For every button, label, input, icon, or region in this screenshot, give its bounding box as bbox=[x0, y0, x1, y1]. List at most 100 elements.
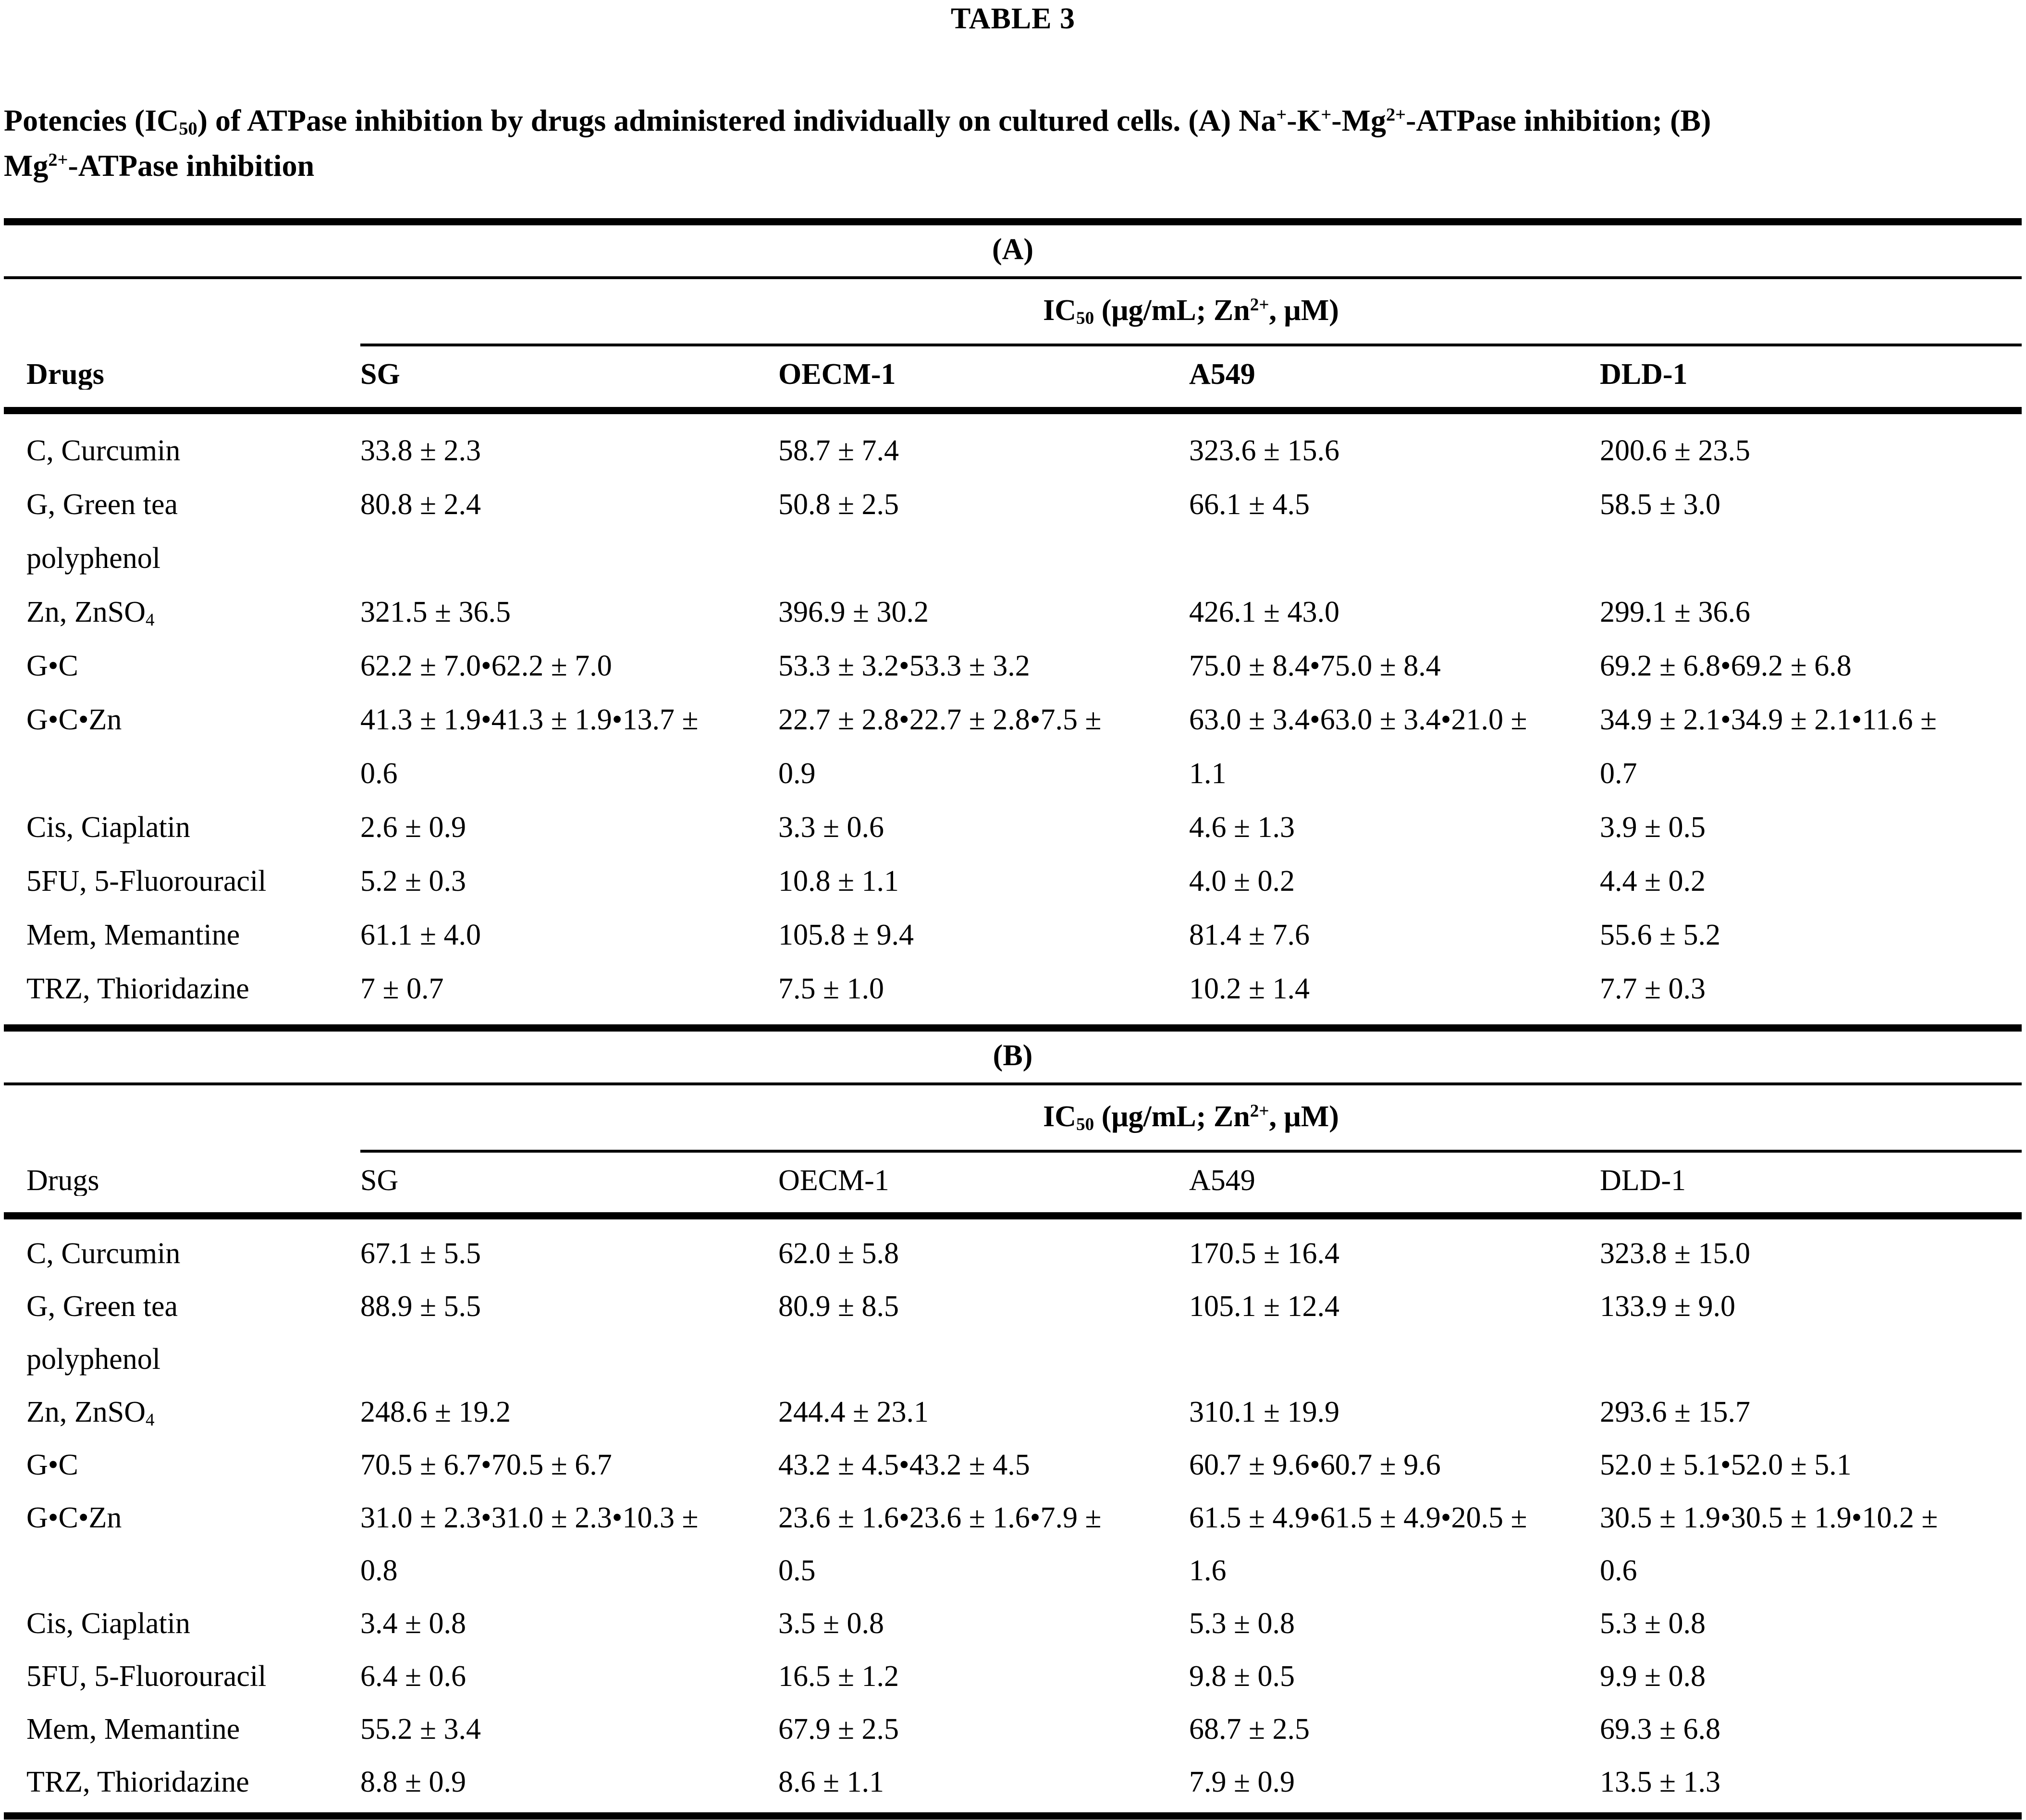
value-cell: 8.8 ± 0.9 bbox=[360, 1766, 467, 1798]
section-b-header-rule bbox=[4, 1082, 2022, 1085]
data-table: (A) IC50 (μg/mL; Zn2+, μM) Drugs SG OECM-1… bbox=[4, 218, 2022, 1820]
value-cell: 58.5 ± 3.0 bbox=[1600, 488, 1721, 521]
value-cell: 33.8 ± 2.3 bbox=[360, 434, 481, 467]
drug-name-cell: 5FU, 5-Fluorouracil bbox=[26, 1660, 267, 1693]
value-cell: 4.4 ± 0.2 bbox=[1600, 865, 1706, 898]
section-b: (B) IC50 (μg/mL; Zn2+, μM) Drugs SG OECM-1… bbox=[4, 1032, 2022, 1812]
value-cell: 62.0 ± 5.8 bbox=[778, 1237, 899, 1270]
section-b-column-header-row: Drugs SG OECM-1 A549 DLD-1 bbox=[4, 1153, 2022, 1212]
value-cell: 55.2 ± 3.4 bbox=[360, 1713, 481, 1746]
value-cell: 3.9 ± 0.5 bbox=[1600, 811, 1706, 844]
section-b-body-top-rule bbox=[4, 1212, 2022, 1219]
column-header: A549 bbox=[1189, 359, 1255, 390]
table-top-rule bbox=[4, 218, 2022, 225]
value-cell: 5.3 ± 0.8 bbox=[1600, 1607, 1706, 1640]
value-cell: 52.0 ± 5.1•52.0 ± 5.1 bbox=[1600, 1449, 1852, 1481]
section-b-group-underline-rule bbox=[360, 1150, 2022, 1153]
value-cell: 8.6 ± 1.1 bbox=[778, 1766, 884, 1798]
value-cell: 3.4 ± 0.8 bbox=[360, 1607, 467, 1640]
value-cell: 70.5 ± 6.7•70.5 ± 6.7 bbox=[360, 1449, 612, 1481]
value-cell: 53.3 ± 3.2•53.3 ± 3.2 bbox=[778, 650, 1030, 682]
drug-name-cell: G•C•Zn bbox=[26, 703, 122, 736]
value-cell: 63.0 ± 3.4•63.0 ± 3.4•21.0 ±1.1 bbox=[1189, 703, 1527, 790]
table-title: TABLE 3 bbox=[950, 2, 1076, 35]
drug-name-cell: Zn, ZnSO4 bbox=[26, 596, 155, 630]
value-cell: 6.4 ± 0.6 bbox=[360, 1660, 467, 1693]
value-cell: 68.7 ± 2.5 bbox=[1189, 1713, 1310, 1746]
value-cell: 13.5 ± 1.3 bbox=[1600, 1766, 1721, 1798]
value-cell: 9.8 ± 0.5 bbox=[1189, 1660, 1295, 1693]
value-cell: 69.3 ± 6.8 bbox=[1600, 1713, 1721, 1746]
value-cell: 10.2 ± 1.4 bbox=[1189, 972, 1310, 1005]
value-cell: 60.7 ± 9.6•60.7 ± 9.6 bbox=[1189, 1449, 1441, 1481]
value-cell: 105.8 ± 9.4 bbox=[778, 919, 914, 951]
value-cell: 299.1 ± 36.6 bbox=[1600, 596, 1751, 628]
value-cell: 88.9 ± 5.5 bbox=[360, 1290, 481, 1323]
value-cell: 41.3 ± 1.9•41.3 ± 1.9•13.7 ±0.6 bbox=[360, 703, 699, 790]
value-cell: 3.5 ± 0.8 bbox=[778, 1607, 884, 1640]
drug-name-cell: G, Green tea polyphenol bbox=[26, 488, 178, 575]
value-cell: 81.4 ± 7.6 bbox=[1189, 919, 1310, 951]
value-cell: 293.6 ± 15.7 bbox=[1600, 1396, 1751, 1428]
column-header: SG bbox=[360, 1165, 399, 1196]
column-header: SG bbox=[360, 359, 400, 390]
table-caption: Potencies (IC50) of ATPase inhibition by… bbox=[4, 103, 1711, 183]
drug-name-cell: C, Curcumin bbox=[26, 1237, 181, 1270]
value-cell: 2.6 ± 0.9 bbox=[360, 811, 467, 844]
value-cell: 31.0 ± 2.3•31.0 ± 2.3•10.3 ±0.8 bbox=[360, 1501, 699, 1587]
section-a-header-rule bbox=[4, 276, 2022, 279]
value-cell: 16.5 ± 1.2 bbox=[778, 1660, 899, 1693]
column-header: A549 bbox=[1189, 1165, 1255, 1196]
value-cell: 323.8 ± 15.0 bbox=[1600, 1237, 1751, 1270]
drug-name-cell: Mem, Memantine bbox=[26, 919, 240, 951]
section-a-group-underline-rule bbox=[360, 344, 2022, 346]
value-cell: 66.1 ± 4.5 bbox=[1189, 488, 1310, 521]
value-cell: 4.6 ± 1.3 bbox=[1189, 811, 1295, 844]
drug-name-cell: G•C bbox=[26, 1449, 78, 1481]
value-cell: 23.6 ± 1.6•23.6 ± 1.6•7.9 ±0.5 bbox=[778, 1501, 1102, 1587]
drug-name-cell: 5FU, 5-Fluorouracil bbox=[26, 865, 267, 898]
value-cell: 55.6 ± 5.2 bbox=[1600, 919, 1721, 951]
value-cell: 170.5 ± 16.4 bbox=[1189, 1237, 1340, 1270]
value-cell: 310.1 ± 19.9 bbox=[1189, 1396, 1340, 1428]
value-cell: 22.7 ± 2.8•22.7 ± 2.8•7.5 ±0.9 bbox=[778, 703, 1102, 790]
value-cell: 248.6 ± 19.2 bbox=[360, 1396, 511, 1428]
value-cell: 43.2 ± 4.5•43.2 ± 4.5 bbox=[778, 1449, 1030, 1481]
value-cell: 75.0 ± 8.4•75.0 ± 8.4 bbox=[1189, 650, 1441, 682]
value-cell: 396.9 ± 30.2 bbox=[778, 596, 929, 628]
section-divider-rule bbox=[4, 1024, 2022, 1032]
section-a-ic50-group-header: IC50 (μg/mL; Zn2+, μM) bbox=[1043, 294, 1339, 329]
column-header: DLD-1 bbox=[1600, 359, 1688, 390]
value-cell: 7.5 ± 1.0 bbox=[778, 972, 884, 1005]
drug-name-cell: Mem, Memantine bbox=[26, 1713, 240, 1746]
value-cell: 5.2 ± 0.3 bbox=[360, 865, 467, 898]
drug-name-cell: G, Green tea polyphenol bbox=[26, 1290, 178, 1376]
section-b-ic50-group-header: IC50 (μg/mL; Zn2+, μM) bbox=[1043, 1100, 1339, 1135]
drug-name-cell: Cis, Ciaplatin bbox=[26, 1607, 190, 1640]
drug-name-cell: TRZ, Thioridazine bbox=[26, 1766, 249, 1798]
value-cell: 323.6 ± 15.6 bbox=[1189, 434, 1340, 467]
drug-name-cell: G•C•Zn bbox=[26, 1501, 122, 1534]
value-cell: 7 ± 0.7 bbox=[360, 972, 444, 1005]
value-cell: 244.4 ± 23.1 bbox=[778, 1396, 929, 1428]
section-a: (A) IC50 (μg/mL; Zn2+, μM) Drugs SG OECM-1… bbox=[4, 225, 2022, 1024]
section-a-column-header-row: Drugs SG OECM-1 A549 DLD-1 bbox=[4, 346, 2022, 407]
drug-name-cell: TRZ, Thioridazine bbox=[26, 972, 249, 1005]
value-cell: 3.3 ± 0.6 bbox=[778, 811, 884, 844]
value-cell: 200.6 ± 23.5 bbox=[1600, 434, 1751, 467]
value-cell: 62.2 ± 7.0•62.2 ± 7.0 bbox=[360, 650, 612, 682]
value-cell: 58.7 ± 7.4 bbox=[778, 434, 899, 467]
value-cell: 4.0 ± 0.2 bbox=[1189, 865, 1295, 898]
value-cell: 67.9 ± 2.5 bbox=[778, 1713, 899, 1746]
column-header: OECM-1 bbox=[778, 1165, 889, 1196]
value-cell: 67.1 ± 5.5 bbox=[360, 1237, 481, 1270]
drug-name-cell: G•C bbox=[26, 650, 78, 682]
column-header: DLD-1 bbox=[1600, 1165, 1686, 1196]
value-cell: 10.8 ± 1.1 bbox=[778, 865, 899, 898]
drug-name-cell: Cis, Ciaplatin bbox=[26, 811, 190, 844]
value-cell: 50.8 ± 2.5 bbox=[778, 488, 899, 521]
drug-name-cell: C, Curcumin bbox=[26, 434, 181, 467]
value-cell: 321.5 ± 36.5 bbox=[360, 596, 511, 628]
value-cell: 133.9 ± 9.0 bbox=[1600, 1290, 1736, 1323]
